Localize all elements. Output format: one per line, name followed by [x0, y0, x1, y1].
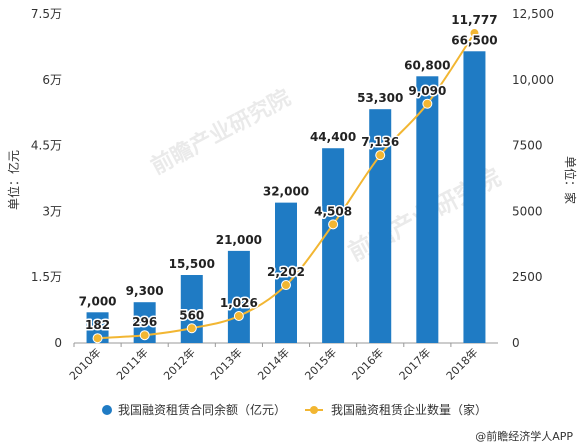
bar-value-label: 7,000 — [79, 294, 117, 308]
left-tick-label: 4.5万 — [31, 139, 62, 153]
bar[interactable] — [180, 275, 203, 343]
line-value-label: 296 — [132, 315, 157, 329]
x-tick-label: 2015年 — [302, 345, 339, 382]
right-tick-label: 10,000 — [512, 73, 554, 87]
left-tick-label: 6万 — [42, 73, 62, 87]
plot-area: 0 1.5万 3万 4.5万 6万 7.5万 0 2500 5000 7500 10,000 12,5… — [31, 7, 554, 383]
series-line — [97, 32, 476, 340]
bar[interactable] — [227, 250, 250, 343]
bar-value-label: 66,500 — [451, 33, 497, 47]
left-tick-label: 7.5万 — [31, 7, 62, 21]
line-point[interactable] — [92, 333, 103, 344]
legend-bar-label: 我国融资租赁合同余额（亿元） — [118, 402, 286, 417]
right-tick-label: 2500 — [512, 270, 543, 284]
bar[interactable] — [416, 76, 439, 344]
watermark-text-1: 前瞻产业研究院 — [147, 85, 295, 180]
left-tick-label: 0 — [54, 336, 62, 350]
right-tick-label: 0 — [512, 336, 520, 350]
x-tick-label: 2012年 — [160, 345, 197, 382]
line-value-label: 2,202 — [267, 265, 305, 279]
line-value-label: 4,508 — [314, 204, 352, 218]
bar[interactable] — [369, 109, 392, 343]
bar[interactable] — [463, 51, 486, 343]
line-value-label: 1,026 — [220, 296, 258, 310]
line-point[interactable] — [422, 98, 433, 109]
legend-item-bar[interactable]: 我国融资租赁合同余额（亿元） — [102, 402, 286, 417]
bar-value-label: 44,400 — [310, 130, 356, 144]
bar[interactable] — [86, 312, 109, 343]
x-tick-label: 2018年 — [443, 345, 480, 382]
legend-line-marker — [310, 406, 318, 414]
bar-value-label: 53,300 — [357, 91, 403, 105]
bar-value-label: 21,000 — [216, 233, 262, 247]
bar-value-label: 32,000 — [263, 185, 309, 199]
bar[interactable] — [322, 148, 345, 343]
line-point[interactable] — [139, 330, 150, 341]
legend: 我国融资租赁合同余额（亿元） 我国融资租赁企业数量（家） — [102, 402, 487, 417]
bar-value-label: 9,300 — [126, 284, 164, 298]
line-point[interactable] — [375, 150, 386, 161]
right-axis-title: 单位：家 — [563, 156, 578, 204]
x-tick-label: 2013年 — [208, 345, 245, 382]
line-point[interactable] — [233, 310, 244, 321]
left-tick-label: 3万 — [42, 204, 62, 218]
line-point[interactable] — [281, 280, 291, 291]
legend-line-label: 我国融资租赁企业数量（家） — [331, 402, 487, 417]
line-point[interactable] — [186, 323, 197, 334]
left-axis-title: 单位：亿元 — [6, 150, 21, 210]
x-tick-label: 2016年 — [349, 345, 386, 382]
line-value-label: 560 — [179, 308, 204, 322]
x-tick-label: 2017年 — [396, 345, 433, 382]
bar[interactable] — [275, 202, 297, 343]
x-tick-label: 2011年 — [113, 345, 150, 382]
bar[interactable] — [133, 302, 156, 343]
right-tick-label: 7500 — [512, 139, 543, 153]
line-value-label: 9,090 — [408, 84, 446, 98]
left-tick-label: 1.5万 — [31, 270, 62, 284]
x-tick-label: 2014年 — [255, 345, 292, 382]
right-tick-label: 5000 — [512, 204, 543, 218]
bar-value-label: 15,500 — [169, 257, 215, 271]
bar-value-label: 60,800 — [404, 58, 450, 72]
line-value-label: 182 — [85, 318, 110, 332]
source-credit: @前瞻经济学人APP — [475, 429, 573, 443]
line-value-label: 7,136 — [361, 135, 399, 149]
line-point[interactable] — [469, 28, 480, 39]
line-value-label: 11,777 — [451, 13, 497, 27]
legend-bar-marker — [102, 405, 112, 415]
line-point[interactable] — [328, 219, 339, 230]
x-tick-label: 2010年 — [66, 345, 103, 382]
legend-item-line[interactable]: 我国融资租赁企业数量（家） — [305, 402, 487, 417]
right-tick-label: 12,500 — [512, 7, 554, 21]
